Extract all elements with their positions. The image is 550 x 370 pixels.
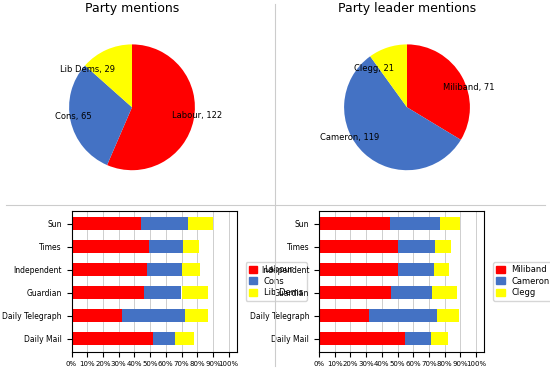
Bar: [437, 309, 459, 322]
Bar: [369, 309, 437, 322]
Bar: [319, 240, 398, 253]
Bar: [122, 309, 185, 322]
Wedge shape: [407, 44, 470, 140]
Bar: [432, 286, 457, 299]
Title: Party leader mentions: Party leader mentions: [338, 2, 476, 15]
Bar: [319, 332, 405, 345]
Wedge shape: [107, 44, 195, 170]
Legend: Miliband, Cameron, Clegg: Miliband, Cameron, Clegg: [493, 262, 550, 300]
Bar: [148, 240, 183, 253]
Text: Miliband, 71: Miliband, 71: [443, 83, 494, 92]
Wedge shape: [69, 65, 132, 165]
Bar: [72, 332, 153, 345]
Bar: [435, 240, 451, 253]
Bar: [72, 286, 144, 299]
Wedge shape: [370, 44, 407, 107]
Text: Cons, 65: Cons, 65: [56, 112, 92, 121]
Bar: [319, 286, 391, 299]
Bar: [434, 263, 449, 276]
Bar: [319, 309, 369, 322]
Bar: [153, 332, 175, 345]
Legend: Labour, Cons, Lib Dems: Labour, Cons, Lib Dems: [246, 262, 306, 300]
Bar: [390, 217, 440, 230]
Bar: [72, 309, 122, 322]
Title: Party mentions: Party mentions: [85, 2, 179, 15]
Bar: [188, 217, 213, 230]
Wedge shape: [85, 44, 132, 107]
Bar: [175, 332, 194, 345]
Bar: [431, 332, 448, 345]
Text: Clegg, 21: Clegg, 21: [354, 64, 394, 73]
Bar: [72, 240, 148, 253]
Bar: [391, 286, 432, 299]
Bar: [440, 217, 460, 230]
Bar: [185, 309, 208, 322]
Bar: [398, 263, 434, 276]
Bar: [183, 240, 199, 253]
Wedge shape: [344, 56, 461, 170]
Bar: [72, 217, 141, 230]
Bar: [141, 217, 188, 230]
Text: Lib Dems, 29: Lib Dems, 29: [60, 65, 116, 74]
Bar: [72, 263, 147, 276]
Bar: [182, 263, 200, 276]
Text: Labour, 122: Labour, 122: [172, 111, 222, 120]
Bar: [398, 240, 435, 253]
Bar: [147, 263, 182, 276]
Bar: [405, 332, 431, 345]
Bar: [182, 286, 208, 299]
Text: Cameron, 119: Cameron, 119: [320, 133, 379, 142]
Bar: [319, 217, 390, 230]
Bar: [144, 286, 182, 299]
Bar: [319, 263, 398, 276]
